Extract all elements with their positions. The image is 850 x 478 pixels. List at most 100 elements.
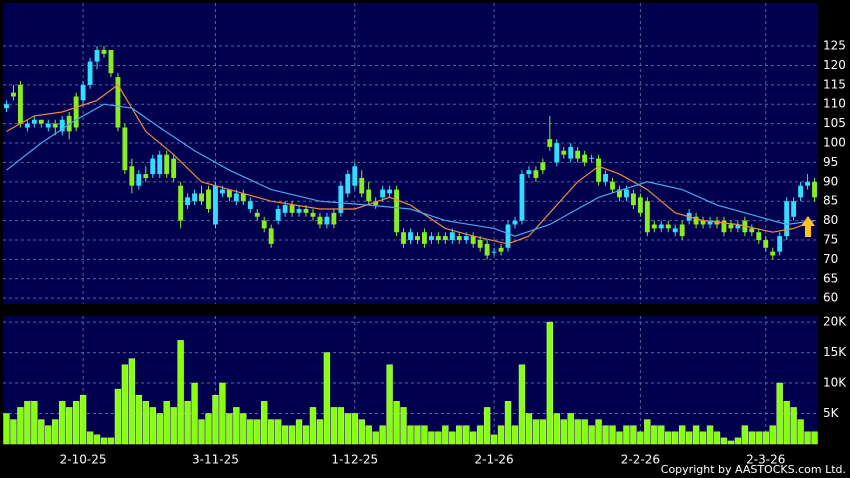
volume-bar (65, 407, 73, 445)
candle-body (240, 193, 246, 202)
candle-body (693, 216, 699, 225)
candle-body (45, 123, 51, 128)
price-panel (3, 3, 818, 304)
y-tick-label: 120 (823, 58, 846, 72)
candle-body (721, 220, 727, 233)
plot-layer: 60 65 70 75 80 85 90 95 100 105 110 115 120 125 5K 10K 1… (3, 3, 847, 467)
candle-body (254, 212, 260, 217)
volume-bar (783, 401, 790, 445)
volume-bar (274, 419, 282, 445)
volume-bar (470, 431, 477, 445)
candle-body (484, 243, 490, 256)
candle-body (206, 189, 211, 209)
volume-bar (400, 407, 407, 445)
volume-bar (741, 425, 749, 445)
volume-bar (191, 382, 198, 445)
candle-body (533, 170, 539, 178)
candle-body (463, 236, 469, 240)
volume-bar (184, 401, 191, 445)
candle-body (122, 127, 128, 171)
volume-bar (337, 407, 345, 445)
candle-body (735, 224, 741, 229)
candle-body (637, 197, 643, 213)
candle-body (394, 189, 400, 233)
candle-body (617, 189, 622, 198)
candle-body (129, 166, 135, 186)
volume-bar (497, 425, 505, 445)
candle-body (150, 158, 156, 175)
moving-average-line (6, 83, 815, 245)
y-tick-label: 65 (823, 271, 838, 285)
candle-body (547, 139, 553, 147)
candle-body (352, 166, 358, 186)
volume-bar (553, 413, 560, 445)
volume-bar (205, 413, 212, 445)
candle-body (52, 123, 58, 128)
x-tick-label: 2-3-26 (746, 453, 785, 467)
candle-body (805, 181, 810, 186)
candle-body (289, 205, 295, 213)
candle-body (143, 174, 149, 178)
candle-body (554, 143, 560, 163)
volume-bar (107, 437, 115, 445)
volume-bar (672, 431, 679, 445)
candle-body (798, 185, 804, 198)
candle-body (540, 162, 546, 171)
volume-bar (525, 413, 533, 445)
volume-bar (734, 437, 742, 445)
y-tick-label: 80 (823, 213, 838, 227)
candle-body (770, 251, 776, 256)
candle-body (791, 201, 797, 217)
volume-bar (602, 425, 609, 445)
candle-body (512, 220, 518, 225)
volume-bar (212, 394, 219, 445)
volume-bar (240, 413, 247, 445)
candle-body (17, 84, 23, 124)
x-tick-label: 2-2-26 (621, 453, 660, 467)
volume-bar (504, 401, 512, 445)
volume-bar (149, 407, 156, 445)
candle-body (324, 216, 330, 225)
volume-bar (644, 419, 651, 445)
y-tick-label: 20K (823, 315, 847, 329)
candle-body (303, 208, 309, 213)
volume-bar (226, 413, 233, 445)
candle-body (101, 49, 107, 54)
volume-bar (595, 419, 602, 445)
candle-body (456, 236, 462, 240)
volume-bar (623, 425, 630, 445)
volume-bar (463, 425, 470, 445)
volume-bar (163, 401, 170, 445)
x-tick-label: 1-12-25 (331, 453, 378, 467)
volume-bar (442, 425, 449, 445)
y-tick-label: 95 (823, 155, 838, 169)
candle-body (470, 236, 476, 244)
x-tick-label: 3-11-25 (192, 453, 239, 467)
volume-bar (414, 425, 421, 445)
candle-body (421, 232, 427, 244)
x-tick-label: 2-1-26 (474, 453, 513, 467)
candle-body (505, 224, 511, 248)
candle-body (317, 216, 323, 225)
volume-bar (811, 431, 818, 445)
candle-body (477, 239, 483, 248)
copyright: Copyright by AASTOCKS.com Ltd. (661, 463, 846, 476)
candle-body (777, 236, 783, 252)
volume-bar (379, 425, 386, 445)
volume-bar (86, 431, 94, 445)
candle-body (387, 189, 393, 194)
volume-bar (323, 352, 331, 445)
y-tick-label: 10K (823, 376, 847, 390)
volume-bar (435, 431, 442, 445)
candle-body (582, 154, 588, 163)
volume-bar (170, 407, 177, 445)
volume-bar (490, 434, 498, 445)
volume-bar (233, 407, 240, 445)
volume-bar (727, 440, 735, 445)
volume-bar (574, 419, 581, 445)
candle-body (157, 154, 163, 175)
volume-bar (651, 425, 658, 445)
volume-bar (637, 431, 644, 445)
candle-body (59, 119, 65, 132)
